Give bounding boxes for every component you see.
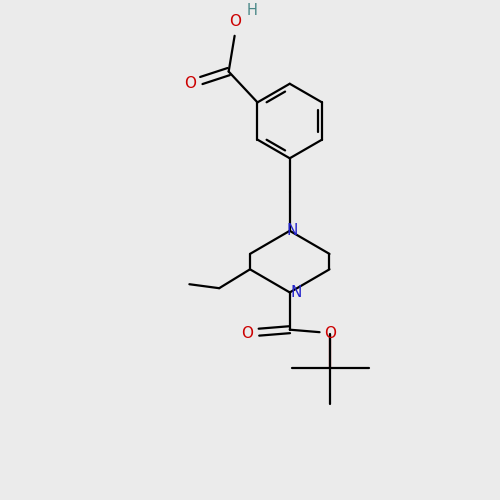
Text: O: O xyxy=(184,76,196,90)
Text: O: O xyxy=(324,326,336,340)
Text: O: O xyxy=(242,326,254,340)
Text: N: N xyxy=(290,285,302,300)
Text: H: H xyxy=(246,4,258,18)
Text: N: N xyxy=(286,224,298,238)
Text: O: O xyxy=(230,14,241,30)
